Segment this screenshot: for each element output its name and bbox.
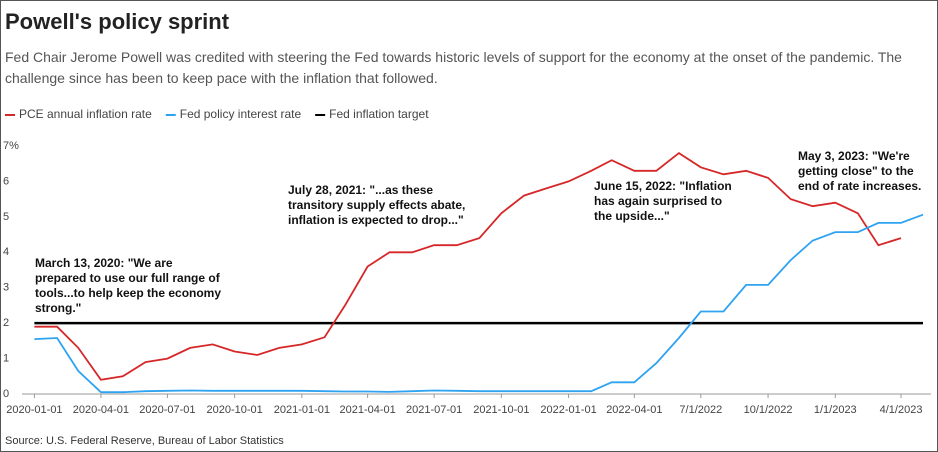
annotation: tools...to help keep the economy xyxy=(35,286,221,300)
y-tick-label: 2 xyxy=(3,317,9,329)
x-tick-label: 2020-10-01 xyxy=(206,404,262,416)
annotation: prepared to use our full range of xyxy=(35,271,221,285)
y-tick-label: 4 xyxy=(3,246,9,258)
annotation: March 13, 2020: "We are xyxy=(35,256,173,270)
legend-label: Fed policy interest rate xyxy=(180,107,302,121)
annotation: end of rate increases. xyxy=(798,179,921,193)
chart: PCE annual inflation rate Fed policy inte… xyxy=(3,107,931,416)
annotation: has again surprised to xyxy=(594,194,722,208)
y-tick-label: 1 xyxy=(3,352,9,364)
y-tick-label: 6 xyxy=(3,175,9,187)
annotation: June 15, 2022: "Inflation xyxy=(594,179,732,193)
x-tick-label: 4/1/2023 xyxy=(880,404,923,416)
annotation: July 28, 2021: "...as these xyxy=(288,183,433,197)
x-tick-label: 2021-01-01 xyxy=(274,404,330,416)
x-tick-label: 2020-01-01 xyxy=(6,404,62,416)
annotation: inflation is expected to drop..." xyxy=(288,213,464,227)
x-tick-label: 1/1/2023 xyxy=(814,404,857,416)
x-tick-label: 10/1/2022 xyxy=(744,404,793,416)
series-line xyxy=(34,213,924,394)
chart-subtitle: Fed Chair Jerome Powell was credited wit… xyxy=(5,49,902,86)
chart-title: Powell's policy sprint xyxy=(5,9,230,34)
x-tick-label: 7/1/2022 xyxy=(679,404,722,416)
y-tick-label: 7% xyxy=(3,140,19,152)
legend-label: PCE annual inflation rate xyxy=(19,107,152,121)
x-tick-label: 2020-04-01 xyxy=(73,404,129,416)
legend-label: Fed inflation target xyxy=(329,107,429,121)
annotation: the upside..." xyxy=(594,209,670,223)
annotation: transitory supply effects abate, xyxy=(288,198,465,212)
x-tick-label: 2022-04-01 xyxy=(606,404,662,416)
x-tick-label: 2021-04-01 xyxy=(339,404,395,416)
x-tick-label: 2022-01-01 xyxy=(540,404,596,416)
annotation: strong." xyxy=(35,301,81,315)
source-note: Source: U.S. Federal Reserve, Bureau of … xyxy=(5,435,284,447)
y-tick-label: 5 xyxy=(3,211,9,223)
x-tick-label: 2021-10-01 xyxy=(473,404,529,416)
x-tick-label: 2020-07-01 xyxy=(139,404,195,416)
y-tick-label: 0 xyxy=(3,388,9,400)
annotation: May 3, 2023: "We're xyxy=(798,149,910,163)
annotation: getting close" to the xyxy=(798,164,914,178)
series-line xyxy=(34,151,902,381)
x-tick-label: 2021-07-01 xyxy=(406,404,462,416)
y-tick-label: 3 xyxy=(3,282,9,294)
